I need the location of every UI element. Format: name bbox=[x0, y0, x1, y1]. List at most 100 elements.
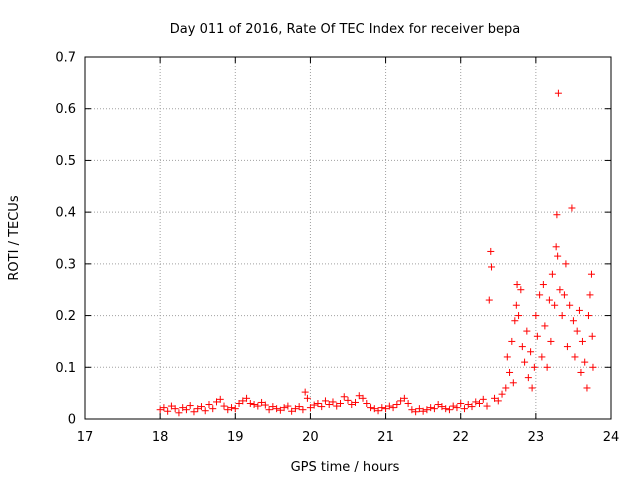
data-point bbox=[301, 388, 309, 396]
data-point bbox=[483, 402, 491, 410]
data-point bbox=[552, 243, 560, 251]
data-point bbox=[269, 403, 277, 411]
data-point bbox=[228, 404, 236, 412]
data-point bbox=[554, 252, 562, 260]
y-tick-label: 0.7 bbox=[55, 51, 76, 66]
data-point bbox=[476, 399, 483, 407]
data-point bbox=[589, 363, 597, 371]
data-point bbox=[197, 403, 205, 411]
data-point bbox=[306, 404, 314, 412]
data-point bbox=[314, 399, 322, 407]
data-point bbox=[370, 405, 378, 413]
y-axis-label: ROTI / TECUs bbox=[7, 195, 22, 280]
x-tick-label: 21 bbox=[377, 430, 394, 445]
data-point bbox=[543, 363, 551, 371]
data-point bbox=[273, 405, 281, 413]
data-point bbox=[434, 401, 442, 409]
data-point bbox=[355, 392, 363, 400]
data-point bbox=[568, 204, 576, 212]
data-point bbox=[325, 401, 333, 409]
data-point bbox=[538, 353, 546, 361]
data-point bbox=[389, 404, 397, 412]
data-point bbox=[487, 247, 495, 255]
plot-frame bbox=[84, 56, 612, 420]
data-point bbox=[575, 306, 583, 314]
data-point bbox=[509, 379, 517, 387]
data-point bbox=[171, 405, 179, 413]
data-point bbox=[524, 374, 532, 382]
data-point bbox=[491, 394, 499, 402]
data-point bbox=[556, 286, 564, 294]
data-point bbox=[506, 368, 514, 376]
data-point bbox=[295, 403, 303, 411]
data-point bbox=[569, 317, 577, 325]
data-point bbox=[367, 404, 375, 412]
data-point bbox=[511, 317, 519, 325]
data-point bbox=[318, 403, 326, 411]
data-point bbox=[408, 406, 416, 414]
data-point bbox=[393, 401, 401, 409]
data-point bbox=[521, 358, 529, 366]
y-tick-label: 0.6 bbox=[55, 102, 76, 117]
data-point bbox=[415, 405, 423, 413]
data-point bbox=[453, 404, 461, 412]
data-point bbox=[284, 402, 292, 410]
data-point bbox=[352, 398, 360, 406]
data-point bbox=[201, 407, 209, 415]
data-point bbox=[224, 406, 232, 414]
data-point bbox=[533, 332, 541, 340]
data-point bbox=[562, 260, 570, 268]
data-point bbox=[400, 394, 408, 402]
data-point bbox=[182, 406, 190, 414]
data-point bbox=[583, 384, 591, 392]
y-tick-label: 0.3 bbox=[55, 257, 76, 272]
data-point bbox=[243, 394, 251, 402]
data-point bbox=[518, 343, 526, 351]
data-point bbox=[517, 286, 525, 294]
data-point bbox=[523, 327, 531, 335]
data-point bbox=[333, 402, 341, 410]
data-point bbox=[310, 401, 318, 409]
data-point bbox=[554, 89, 562, 97]
data-point bbox=[280, 404, 288, 412]
data-point bbox=[167, 402, 175, 410]
data-point bbox=[254, 402, 262, 410]
data-point bbox=[587, 270, 595, 278]
axis-ticks: 17 18 19 20 21 22 23 24 0 0.1 0.2 0.3 0.4 0.5 0.6 0.7 bbox=[55, 51, 619, 446]
y-tick-label: 0.5 bbox=[55, 154, 76, 169]
data-point bbox=[578, 337, 586, 345]
y-tick-label: 0.2 bbox=[55, 309, 76, 324]
data-point bbox=[265, 406, 273, 414]
x-tick-label: 24 bbox=[603, 430, 620, 445]
data-point bbox=[194, 405, 202, 413]
data-point bbox=[479, 395, 487, 403]
data-point bbox=[423, 406, 431, 414]
data-point bbox=[250, 401, 258, 409]
data-points bbox=[156, 89, 597, 417]
data-point bbox=[532, 312, 540, 320]
data-point bbox=[291, 405, 299, 413]
data-point bbox=[382, 405, 390, 413]
data-point bbox=[539, 281, 547, 289]
y-tick-label: 0 bbox=[68, 413, 76, 428]
y-tick-label: 0.1 bbox=[55, 361, 76, 376]
data-point bbox=[216, 395, 224, 403]
data-point bbox=[573, 327, 581, 335]
data-point bbox=[363, 399, 371, 407]
data-point bbox=[397, 397, 405, 405]
data-point bbox=[513, 281, 521, 289]
data-point bbox=[536, 291, 544, 299]
data-point bbox=[503, 353, 511, 361]
chart-title: Day 011 of 2016, Rate Of TEC Index for r… bbox=[170, 22, 520, 37]
data-point bbox=[548, 270, 556, 278]
data-point bbox=[442, 405, 450, 413]
data-point bbox=[457, 399, 465, 407]
data-point bbox=[577, 368, 585, 376]
data-point bbox=[449, 402, 457, 410]
y-tick-label: 0.4 bbox=[55, 206, 76, 221]
data-point bbox=[378, 404, 386, 412]
data-point bbox=[213, 398, 220, 406]
data-point bbox=[460, 405, 468, 413]
x-tick-label: 20 bbox=[302, 430, 319, 445]
